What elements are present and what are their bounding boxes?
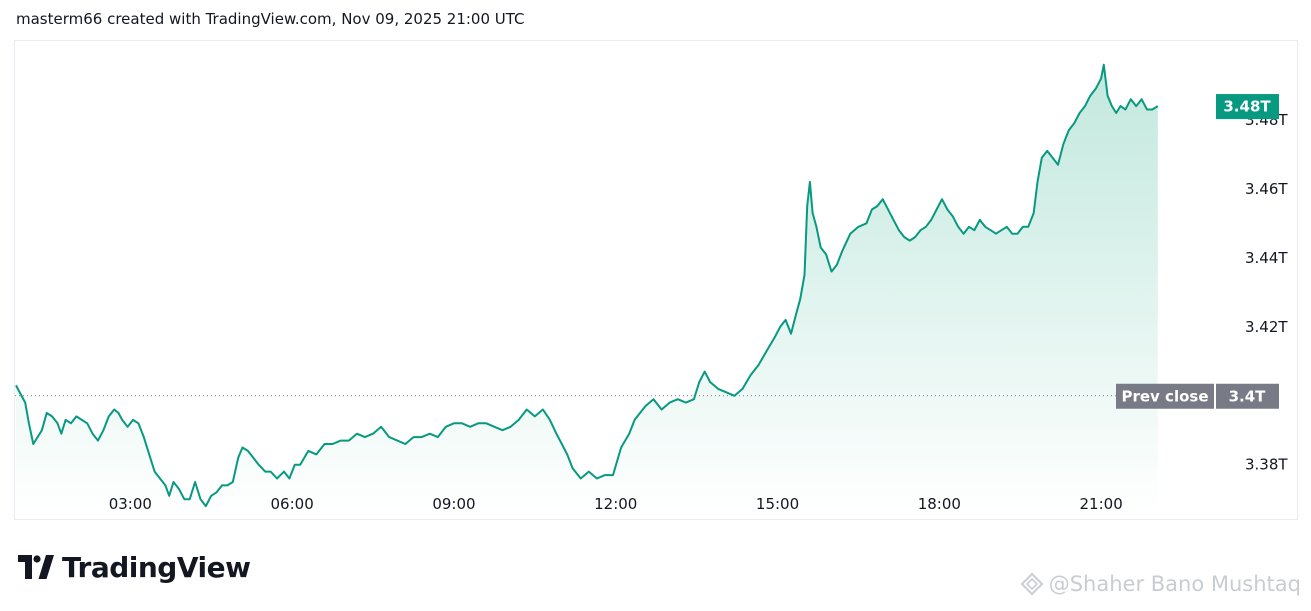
price-chart[interactable]: 3.38T 3.42T 3.44T 3.46T 3.48T 03:00 06:00 09:00… — [15, 41, 1299, 521]
x-tick-label: 06:00 — [271, 495, 314, 513]
tradingview-logo-icon — [18, 555, 54, 579]
watermark-text: @Shaher Bano Mushtaq — [1048, 572, 1301, 596]
x-tick-label: 12:00 — [594, 495, 637, 513]
series-line — [15, 63, 1159, 508]
x-tick-label: 03:00 — [109, 495, 152, 513]
prev-close-name-bg — [1116, 383, 1214, 409]
x-tick-label: 09:00 — [432, 495, 475, 513]
area-fill — [16, 64, 1158, 513]
watermark-logo-icon — [1020, 573, 1043, 595]
y-tick-label: 3.38T — [1245, 456, 1288, 474]
x-tick-label: 21:00 — [1080, 495, 1123, 513]
y-tick-label: 3.46T — [1245, 180, 1288, 198]
watermark: @Shaher Bano Mushtaq — [1020, 572, 1301, 596]
tradingview-logo[interactable]: TradingView — [18, 550, 251, 584]
chart-frame[interactable]: 3.38T 3.42T 3.44T 3.46T 3.48T 03:00 06:00 09:00… — [14, 40, 1298, 520]
x-tick-label: 15:00 — [756, 495, 799, 513]
last-price-bg — [1216, 94, 1279, 120]
y-tick-label: 3.44T — [1245, 249, 1288, 267]
y-tick-label: 3.42T — [1245, 318, 1288, 336]
prev-close-value-bg — [1216, 383, 1279, 409]
prev-close-name: Prev close — [1121, 387, 1208, 405]
last-price-label: 3.48T — [1223, 98, 1271, 116]
prev-close-value: 3.4T — [1229, 387, 1267, 405]
chart-caption: masterm66 created with TradingView.com, … — [16, 10, 525, 28]
x-tick-label: 18:00 — [918, 495, 961, 513]
tradingview-logo-text: TradingView — [62, 550, 251, 584]
